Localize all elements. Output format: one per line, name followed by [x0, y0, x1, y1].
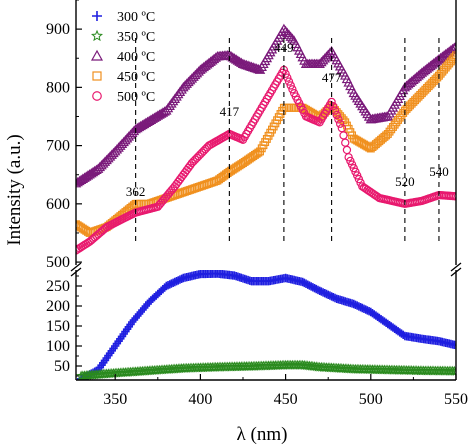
y-tick-label-lower: 200	[46, 298, 70, 315]
peak-label: 449	[274, 40, 294, 55]
legend-label: 300 ºC	[117, 10, 155, 25]
series-5-point	[342, 145, 352, 155]
x-tick-label: 500	[359, 391, 383, 408]
legend: 300 ºC 350 ºC 400 ºC 450 ºC 500 ºC	[90, 10, 155, 105]
series-5-point	[332, 110, 341, 120]
y-tick-label-lower: 150	[46, 318, 70, 335]
axis-break-mark	[70, 262, 82, 272]
peak-label: 477	[322, 70, 342, 85]
series-5-point	[335, 119, 345, 128]
series-3	[76, 23, 456, 188]
y-tick-label-upper: 900	[46, 21, 70, 38]
legend-label: 350 ºC	[117, 30, 155, 45]
series-1-point	[451, 341, 456, 350]
x-axis-label: λ (nm)	[237, 424, 288, 445]
series-3-point	[91, 164, 102, 174]
x-tick-label: 350	[103, 391, 127, 408]
peak-label: 520	[395, 174, 415, 189]
y-axis-label: Intensity (a.u.)	[4, 134, 25, 245]
legend-swatch-500	[92, 91, 102, 101]
series-4-point	[452, 51, 456, 60]
y-tick-label-upper: 600	[46, 196, 70, 213]
legend-swatch-300	[92, 11, 102, 21]
y-tick-label-upper: 700	[46, 138, 70, 155]
peak-label: 540	[429, 164, 449, 179]
series-4-point	[450, 53, 456, 62]
axis-break-mark	[450, 262, 462, 272]
series-5-point	[334, 115, 343, 124]
series-5	[76, 65, 456, 255]
x-tick-label: 550	[444, 391, 468, 408]
y-tick-label-lower: 50	[54, 358, 70, 375]
series-5-point	[339, 131, 348, 140]
y-tick-label-upper: 800	[46, 79, 70, 96]
series-5-point	[286, 81, 295, 90]
y-tick-label-upper: 500	[46, 254, 70, 271]
series-5-point	[284, 77, 294, 86]
y-tick-label-lower: 100	[46, 338, 70, 355]
series-3-point	[193, 66, 204, 76]
series-5-point	[288, 85, 297, 94]
series-3-point	[449, 42, 456, 52]
legend-label: 400 ºC	[117, 50, 155, 65]
peak-marker-layer: 362 417 449 477 520 540	[126, 38, 449, 242]
series-5-point	[281, 69, 290, 78]
x-tick-label: 450	[274, 391, 298, 408]
series-2	[76, 359, 456, 380]
axis-break-mark	[450, 267, 462, 277]
series-3-point	[157, 107, 169, 117]
axis-break-mark	[70, 267, 82, 277]
peak-label: 362	[126, 184, 146, 199]
x-tick-label: 400	[188, 391, 212, 408]
series-5-point	[329, 102, 338, 111]
y-tick-label-lower: 250	[46, 278, 70, 295]
data-layer	[76, 23, 456, 380]
legend-swatch-350	[91, 29, 103, 42]
series-3-point	[450, 41, 456, 51]
legend-label: 500 ºC	[117, 90, 155, 105]
legend-label: 450 ºC	[117, 70, 155, 85]
peak-label: 417	[220, 104, 240, 119]
series-5-point	[341, 138, 350, 147]
legend-swatch-400	[90, 49, 104, 61]
axes-layer: 350 400 450 500 550 500 600 700 800 900 50 100 150 20…	[46, 0, 468, 408]
series-2-point	[450, 365, 456, 376]
legend-swatch-450	[92, 71, 102, 81]
series-1	[76, 270, 456, 380]
series-3-point	[155, 108, 167, 118]
